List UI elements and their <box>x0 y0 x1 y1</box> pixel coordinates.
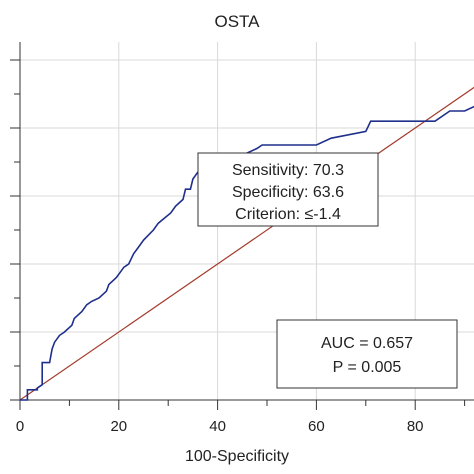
x-axis-ticks: 0 20 40 60 80 <box>16 400 466 435</box>
grid-layer <box>20 42 474 400</box>
x-tick-label: 60 <box>308 418 325 435</box>
x-tick-label: 0 <box>16 418 24 435</box>
sensitivity-box: Sensitivity: 70.3 Specificity: 63.6 Crit… <box>197 152 379 227</box>
sensitivity-label: Sensitivity: 70.3 <box>232 162 344 179</box>
specificity-label: Specificity: 63.6 <box>232 184 344 201</box>
reference-diagonal-line <box>19 86 474 401</box>
roc-curve <box>20 105 474 401</box>
x-axis-label: 100-Specificity <box>185 448 289 465</box>
y-axis-ticks <box>10 59 20 401</box>
criterion-label: Criterion: ≤-1.4 <box>235 206 341 223</box>
x-tick-label: 40 <box>209 418 226 435</box>
x-tick-label: 80 <box>407 418 424 435</box>
auc-box: AUC = 0.657 P = 0.005 <box>276 319 458 389</box>
p-value-label: P = 0.005 <box>333 359 402 376</box>
auc-label: AUC = 0.657 <box>321 335 413 352</box>
chart-title: OSTA <box>214 12 260 31</box>
x-tick-label: 20 <box>110 418 127 435</box>
